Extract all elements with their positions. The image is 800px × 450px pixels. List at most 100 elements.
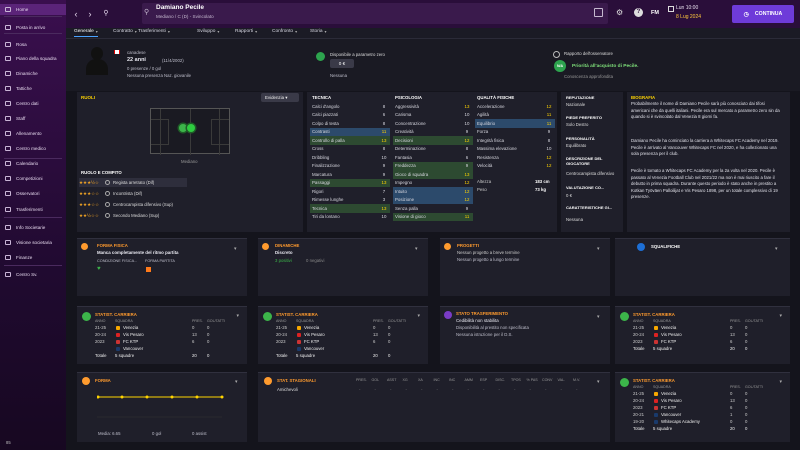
search-icon[interactable]: ⚲ — [103, 10, 109, 17]
sidebar-item-icon — [5, 42, 11, 47]
sidebar-item-10[interactable]: Calendario — [0, 158, 66, 169]
chevron-down-icon[interactable]: ▾ — [779, 313, 782, 319]
career-col-header: GOL/TATTI — [388, 319, 407, 323]
season-cell: - — [483, 387, 485, 392]
sidebar-item-label: Info Societarie — [16, 225, 46, 230]
forward-icon[interactable]: › — [88, 9, 92, 19]
fm-logo[interactable]: FM — [651, 10, 659, 16]
form-average: Media: 6.65 — [98, 431, 121, 436]
chevron-down-icon[interactable]: ▾ — [235, 379, 238, 385]
sidebar-item-13[interactable]: Trasferimenti — [0, 204, 66, 215]
description-value: Centrocampista difensivo — [566, 171, 615, 176]
contract-extra: Nessuna — [330, 73, 347, 78]
tab-2[interactable]: Trasferimenti ▾ — [138, 29, 170, 34]
career-title[interactable]: STATIST. CARRIERA — [95, 312, 137, 317]
description-label: DESCRIZIONE DEL GIOCATORE — [566, 156, 603, 166]
chevron-down-icon[interactable]: ▾ — [417, 313, 420, 319]
tab-0[interactable]: Generale ▾ — [74, 29, 98, 37]
transfer-status: Cedibilità non stabilita — [456, 318, 499, 323]
chevron-down-icon[interactable]: ▾ — [597, 379, 600, 385]
sidebar-item-3[interactable]: Piano della squadra — [0, 53, 66, 64]
dynamics-title[interactable]: DINAMICHE — [275, 243, 300, 248]
sidebar-item-8[interactable]: Allenamento — [0, 128, 66, 139]
sidebar-item-6[interactable]: Centro dati — [0, 98, 66, 109]
transfer-title[interactable]: STATO TRASFERIMENTO — [456, 311, 508, 316]
attribute-row: Carisma 10 — [393, 111, 473, 120]
career-club: FC KTP — [661, 405, 677, 410]
sidebar: Home Posta in arrivo Rosa Piano della squad… — [0, 0, 66, 450]
projects-title[interactable]: PROGETTI — [457, 243, 479, 248]
sidebar-item-5[interactable]: Tattiche — [0, 83, 66, 94]
sidebar-item-12[interactable]: Osservatori — [0, 188, 66, 199]
season-stats-title[interactable]: STAT. STAGIONALI — [277, 378, 316, 383]
role-stars: ★★½☆☆ — [79, 212, 99, 218]
player-overview: canadese 22 anni (11/4/2002) 0 presenze … — [66, 39, 800, 91]
role-row[interactable]: ★★★☆☆ Centrocampista difensivo (Sup) — [79, 200, 187, 209]
form-title[interactable]: FORMA — [95, 378, 111, 383]
tab-4[interactable]: Rapporti ▾ — [235, 29, 257, 34]
attribute-value: 12 — [546, 163, 552, 169]
sidebar-item-2[interactable]: Rosa — [0, 39, 66, 50]
attribute-name: Contrasti — [312, 129, 330, 135]
continue-button[interactable]: ◷ CONTINUA — [732, 5, 794, 23]
chevron-down-icon[interactable]: ▾ — [597, 246, 600, 252]
biography-title[interactable]: BIOGRAFIA — [631, 95, 656, 100]
fitness-title[interactable]: FORMA FISICA — [97, 243, 128, 248]
career-title[interactable]: STATIST. CARRIERA — [633, 312, 675, 317]
career-cell: 0 — [745, 412, 748, 417]
tab-5[interactable]: Confronto ▾ — [272, 29, 297, 34]
role-row[interactable]: ★★★☆☆ Incontrista (Dif) — [79, 189, 187, 198]
career-cell: 2023 — [95, 339, 105, 344]
shortlist-icon[interactable] — [594, 8, 603, 17]
chevron-down-icon[interactable]: ▾ — [236, 313, 239, 319]
club-badge-icon — [654, 332, 658, 337]
chevron-down-icon[interactable]: ▾ — [775, 246, 778, 252]
sidebar-item-9[interactable]: Centro medico — [0, 143, 66, 154]
role-row[interactable]: ★★½☆☆ Secondo Mediano (Sup) — [79, 211, 187, 220]
roles-title[interactable]: RUOLI — [81, 95, 95, 100]
sidebar-item-16[interactable]: Finanze — [0, 252, 66, 263]
role-duty-title: RUOLO E COMPITO — [81, 170, 122, 175]
sidebar-item-4[interactable]: Dinamiche — [0, 68, 66, 79]
chevron-down-icon[interactable]: ▾ — [234, 246, 237, 252]
tab-6[interactable]: Storia ▾ — [310, 29, 327, 34]
career-title[interactable]: STATIST. CARRIERA — [276, 312, 318, 317]
sidebar-item-11[interactable]: Competizioni — [0, 173, 66, 184]
role-row[interactable]: ★★★½☆ Regista arretrato (Dif) — [79, 178, 187, 187]
attribute-value: 13 — [381, 205, 387, 211]
tab-1[interactable]: Contratto ▾ — [113, 29, 137, 34]
caps-goals: 0 presenze / 0 gol — [127, 66, 162, 71]
highlight-dropdown[interactable]: Evidenzia ▾ — [261, 93, 299, 102]
sidebar-item-7[interactable]: Staff — [0, 113, 66, 124]
physical-measure-label: Peso — [477, 187, 487, 192]
match-form-icon — [146, 267, 151, 272]
chevron-down-icon[interactable]: ▾ — [415, 246, 418, 252]
gear-icon[interactable]: ⚙ — [616, 8, 624, 17]
career-title[interactable]: STATIST. CARRIERA — [633, 378, 675, 383]
projects-short: Nessun progetto a breve termine — [457, 250, 520, 255]
sidebar-item-icon — [5, 207, 11, 212]
back-icon[interactable]: ‹ — [74, 9, 78, 19]
chevron-down-icon[interactable]: ▾ — [779, 379, 782, 385]
sidebar-item-1[interactable]: Posta in arrivo — [0, 22, 66, 33]
attribute-name: Cross — [312, 146, 324, 152]
sidebar-item-17[interactable]: Centro Sv. — [0, 269, 66, 280]
career-cell: 0 — [388, 339, 391, 344]
career-col-header: GOL/TATTI — [745, 385, 764, 389]
attribute-value: 12 — [464, 180, 470, 186]
help-icon[interactable]: ? — [634, 8, 643, 17]
asking-fee[interactable]: 0 € — [330, 59, 354, 68]
chevron-down-icon[interactable]: ▾ — [597, 314, 600, 320]
player-search[interactable] — [142, 3, 608, 24]
sidebar-item-14[interactable]: Info Societarie — [0, 222, 66, 233]
attribute-name: Concentrazione — [395, 120, 426, 126]
tab-3[interactable]: Sviluppo ▾ — [197, 29, 219, 34]
career-col-header: PRES. — [373, 319, 384, 323]
sidebar-item-0[interactable]: Home — [0, 4, 66, 15]
career-total-cell: 0 — [207, 353, 210, 358]
player-subtitle: Mediano / C (D) - Svincolato — [156, 14, 214, 19]
position-dot-primary — [187, 124, 195, 132]
sidebar-item-15[interactable]: Visione societaria — [0, 237, 66, 248]
career-total-cell: 5 squadre — [653, 426, 673, 431]
info-panel: REPUTAZIONE Nazionale PIEDE PREFERITO So… — [561, 92, 623, 232]
